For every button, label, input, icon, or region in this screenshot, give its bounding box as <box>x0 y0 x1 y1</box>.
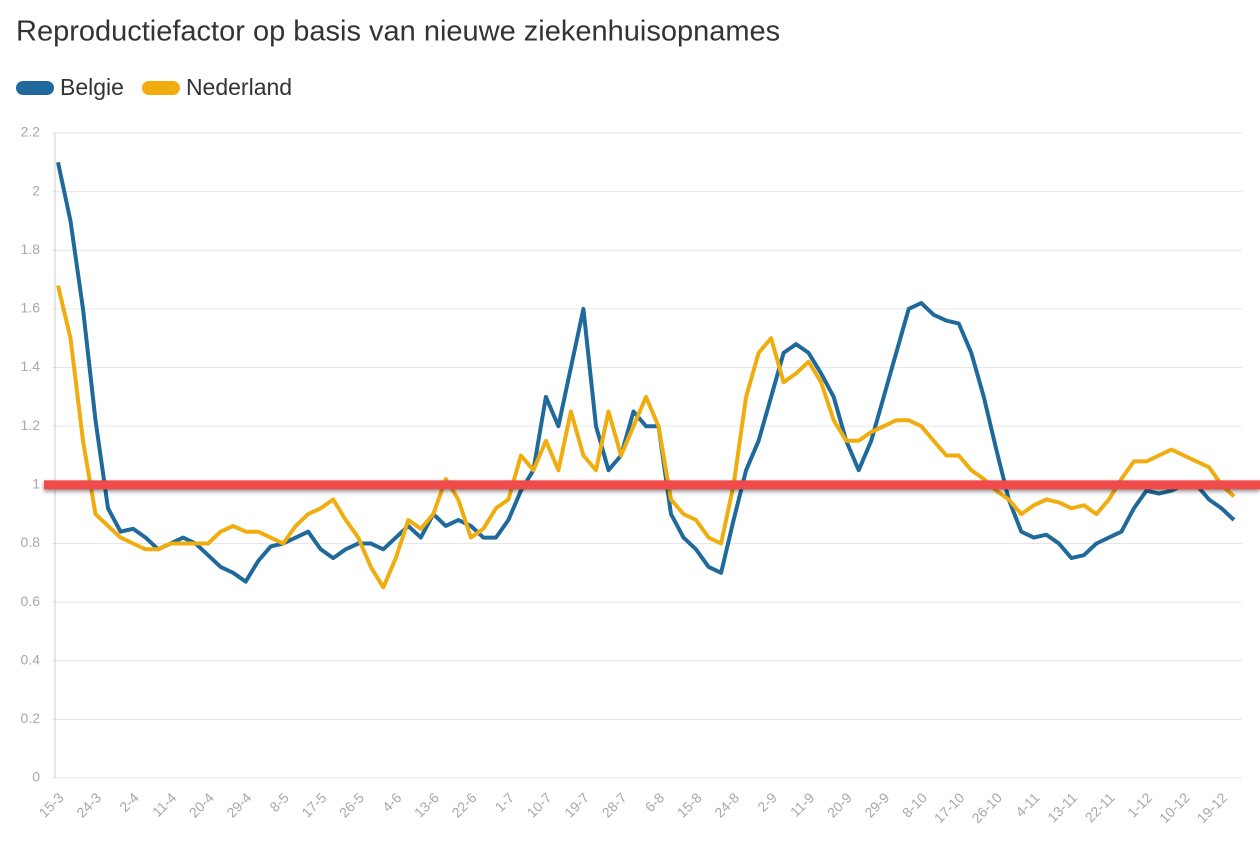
x-tick-label: 8-10 <box>899 789 930 820</box>
x-tick-label: 29-4 <box>223 789 254 820</box>
y-tick-label: 0.6 <box>21 593 41 609</box>
chart-title: Reproductiefactor op basis van nieuwe zi… <box>16 16 780 48</box>
x-tick-label: 19-12 <box>1194 789 1231 826</box>
x-tick-label: 29-9 <box>861 789 892 820</box>
x-tick-label: 2-9 <box>754 789 780 815</box>
y-tick-label: 0.2 <box>21 710 41 726</box>
series-line <box>56 285 1236 590</box>
x-tick-label: 28-7 <box>599 789 630 820</box>
legend-label: Nederland <box>186 74 292 100</box>
legend-swatch <box>141 81 180 95</box>
y-tick-label: 1 <box>32 476 40 492</box>
y-tick-label: 1.8 <box>21 241 41 257</box>
x-tick-label: 10-12 <box>1156 789 1193 826</box>
y-tick-label: 0.8 <box>21 534 41 550</box>
x-tick-label: 2-4 <box>116 789 142 815</box>
x-tick-label: 1-7 <box>492 789 518 815</box>
x-tick-label: 19-7 <box>561 789 592 820</box>
y-tick-label: 2 <box>32 182 40 198</box>
x-tick-label: 15-3 <box>36 789 67 820</box>
y-tick-label: 1.2 <box>21 417 41 433</box>
x-tick-label: 4-11 <box>1012 789 1043 820</box>
y-tick-label: 0.4 <box>21 651 41 667</box>
y-tick-label: 1.6 <box>21 300 41 316</box>
x-tick-label: 24-8 <box>711 789 742 820</box>
x-tick-label: 13-6 <box>411 789 442 820</box>
x-tick-label: 8-5 <box>266 789 292 815</box>
y-tick-label: 1.4 <box>21 358 41 374</box>
x-tick-label: 11-9 <box>787 789 818 820</box>
x-tick-label: 15-8 <box>674 789 705 820</box>
x-tick-label: 20-9 <box>824 789 855 820</box>
x-tick-label: 1-12 <box>1124 789 1155 820</box>
legend-swatch <box>16 81 54 95</box>
x-tick-label: 22-11 <box>1082 789 1118 825</box>
series-line <box>56 161 1236 584</box>
x-tick-label: 26-5 <box>336 789 367 820</box>
legend-label: Belgie <box>60 74 124 100</box>
x-tick-label: 20-4 <box>186 789 217 820</box>
x-tick-label: 10-7 <box>524 789 555 820</box>
x-tick-label: 22-6 <box>448 789 479 820</box>
x-tick-label: 13-11 <box>1044 789 1080 825</box>
x-tick-label: 17-10 <box>931 789 968 826</box>
x-tick-label: 17-5 <box>298 789 329 820</box>
x-tick-label: 24-3 <box>73 789 104 820</box>
y-tick-label: 0 <box>32 769 40 785</box>
x-tick-label: 11-4 <box>149 789 180 820</box>
x-tick-label: 4-6 <box>379 789 405 815</box>
x-tick-label: 26-10 <box>968 789 1005 826</box>
x-tick-label: 6-8 <box>642 789 668 815</box>
y-tick-label: 2.2 <box>21 124 41 140</box>
